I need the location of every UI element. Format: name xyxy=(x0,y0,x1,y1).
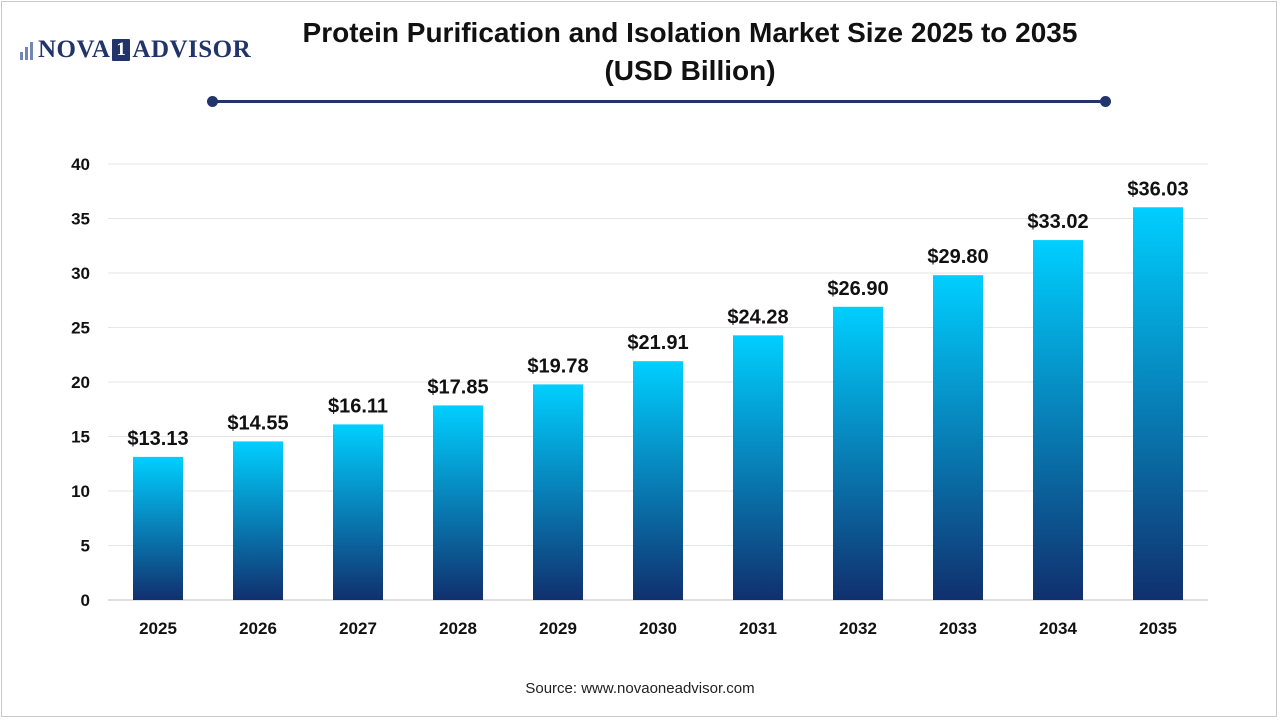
data-label: $26.90 xyxy=(827,278,888,300)
y-tick-label: 5 xyxy=(81,537,90,556)
x-tick-label: 2025 xyxy=(139,619,177,638)
y-tick-label: 0 xyxy=(81,591,90,610)
data-label: $21.91 xyxy=(627,332,688,354)
x-tick-label: 2030 xyxy=(639,619,677,638)
y-tick-label: 35 xyxy=(71,210,90,229)
chart-title: Protein Purification and Isolation Marke… xyxy=(300,14,1080,90)
x-tick-label: 2035 xyxy=(1139,619,1177,638)
y-tick-label: 30 xyxy=(71,264,90,283)
bar xyxy=(833,306,883,600)
x-tick-label: 2027 xyxy=(339,619,377,638)
bar-chart-icon xyxy=(20,40,35,60)
data-label: $17.85 xyxy=(427,376,488,398)
data-label: $13.13 xyxy=(127,428,188,450)
y-tick-label: 40 xyxy=(71,155,90,174)
x-tick-label: 2029 xyxy=(539,619,577,638)
data-label: $14.55 xyxy=(227,412,288,434)
y-tick-label: 20 xyxy=(71,373,90,392)
logo-text-right: ADVISOR xyxy=(132,36,252,63)
y-tick-label: 10 xyxy=(71,482,90,501)
title-divider xyxy=(212,100,1107,103)
x-tick-label: 2034 xyxy=(1039,619,1077,638)
x-tick-label: 2031 xyxy=(739,619,777,638)
y-tick-label: 15 xyxy=(71,428,90,447)
data-label: $19.78 xyxy=(527,355,588,377)
bar xyxy=(233,441,283,600)
data-label: $24.28 xyxy=(727,306,788,328)
bar xyxy=(133,456,183,600)
chart-title-line1: Protein Purification and Isolation Marke… xyxy=(302,17,1078,48)
source-note: Source: www.novaoneadvisor.com xyxy=(525,680,755,697)
bar xyxy=(1033,240,1083,600)
chart-title-line2: (USD Billion) xyxy=(604,55,776,86)
logo-text-left: NOVA xyxy=(38,36,111,63)
bar xyxy=(433,405,483,600)
data-label: $36.03 xyxy=(1127,178,1188,200)
bar xyxy=(933,275,983,600)
data-label: $16.11 xyxy=(328,395,388,417)
data-label: $33.02 xyxy=(1027,211,1088,233)
bar xyxy=(633,361,683,600)
bar xyxy=(733,335,783,600)
x-tick-label: 2028 xyxy=(439,619,477,638)
bar xyxy=(1133,207,1183,600)
y-tick-label: 25 xyxy=(71,319,90,338)
x-tick-label: 2032 xyxy=(839,619,877,638)
bar xyxy=(533,384,583,600)
brand-logo: NOVA 1 ADVISOR xyxy=(20,36,251,64)
bar xyxy=(333,424,383,600)
x-tick-label: 2033 xyxy=(939,619,977,638)
logo-text-box: 1 xyxy=(112,39,131,61)
data-label: $29.80 xyxy=(927,246,988,268)
x-tick-label: 2026 xyxy=(239,619,277,638)
divider-dot-left xyxy=(207,96,218,107)
divider-dot-right xyxy=(1100,96,1111,107)
